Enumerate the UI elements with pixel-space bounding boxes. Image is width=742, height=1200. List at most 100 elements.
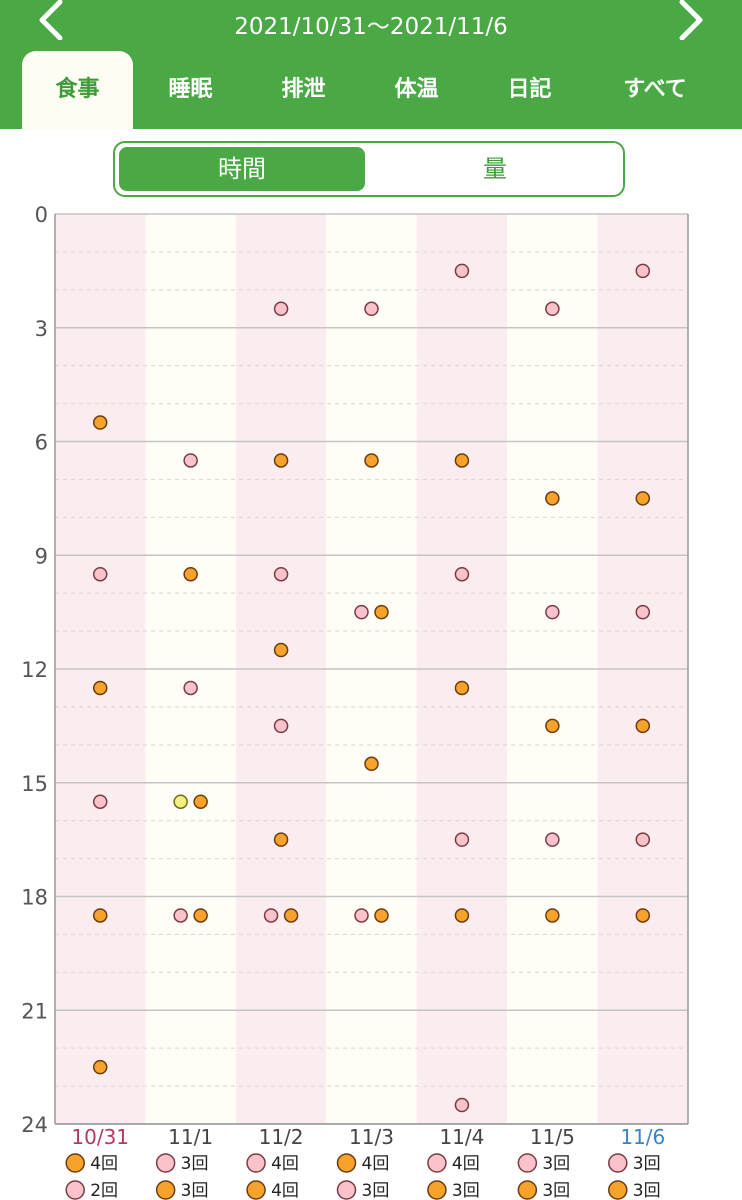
- tab-temperature[interactable]: 体温: [394, 77, 439, 102]
- meal-point-pink[interactable]: [273, 301, 289, 317]
- meal-point-orange[interactable]: [454, 453, 470, 468]
- count-label: 3回: [542, 1181, 570, 1200]
- meal-point-orange[interactable]: [273, 642, 289, 658]
- tab-diary[interactable]: 日記: [507, 77, 552, 102]
- meal-point-orange[interactable]: [193, 794, 208, 809]
- meal-point-pink[interactable]: [635, 263, 651, 279]
- meal-point-pink[interactable]: [454, 1097, 470, 1113]
- time-mode-button[interactable]: 時間: [119, 147, 365, 191]
- meal-point-pink[interactable]: [273, 566, 289, 582]
- count-marker-orange: [246, 1180, 266, 1200]
- count-label: 4回: [362, 1154, 390, 1174]
- meal-point-pink[interactable]: [454, 832, 470, 847]
- count-marker-pink: [336, 1180, 357, 1200]
- count-label: 4回: [271, 1154, 299, 1174]
- y-tick-label: 15: [21, 772, 48, 796]
- meal-point-orange[interactable]: [92, 1059, 108, 1075]
- y-tick-label: 0: [35, 203, 48, 227]
- meal-point-pink[interactable]: [273, 718, 289, 734]
- count-marker-orange: [65, 1153, 85, 1173]
- meal-point-orange[interactable]: [273, 453, 289, 468]
- meal-point-orange[interactable]: [374, 908, 389, 923]
- meal-point-yellow[interactable]: [173, 794, 188, 809]
- y-tick-label: 3: [35, 317, 48, 341]
- count-marker-pink: [517, 1153, 538, 1173]
- meal-point-pink[interactable]: [545, 832, 560, 847]
- count-label: 3回: [181, 1181, 209, 1200]
- meal-point-pink[interactable]: [92, 794, 108, 809]
- count-marker-pink: [427, 1153, 447, 1173]
- meal-point-pink[interactable]: [92, 566, 108, 582]
- day-label: 10/31: [71, 1125, 129, 1149]
- meal-point-pink[interactable]: [635, 604, 651, 620]
- tab-meal[interactable]: 食事: [22, 51, 133, 129]
- view-mode-toggle: 時間 量: [113, 141, 625, 197]
- meal-point-pink[interactable]: [183, 453, 198, 468]
- y-tick-label: 24: [21, 1113, 48, 1137]
- meal-point-orange[interactable]: [92, 908, 108, 923]
- count-label: 2回: [90, 1181, 118, 1200]
- tab-all[interactable]: すべて: [623, 77, 687, 102]
- count-label: 3回: [542, 1154, 570, 1174]
- y-tick-label: 6: [35, 431, 48, 455]
- count-marker-pink: [155, 1153, 176, 1173]
- meal-point-orange[interactable]: [454, 680, 470, 696]
- meal-point-pink[interactable]: [635, 832, 651, 847]
- count-marker-pink: [65, 1180, 85, 1200]
- count-label: 3回: [181, 1154, 209, 1174]
- meal-point-orange[interactable]: [92, 680, 108, 696]
- count-label: 4回: [90, 1154, 118, 1174]
- meal-point-pink[interactable]: [545, 301, 560, 317]
- week-date-range: 2021/10/31～2021/11/6: [234, 14, 508, 40]
- day-label: 11/6: [620, 1125, 665, 1149]
- day-label: 11/4: [439, 1125, 484, 1149]
- day-label: 11/5: [530, 1125, 575, 1149]
- chevron-left-icon[interactable]: [30, 0, 74, 41]
- chevron-right-icon[interactable]: [670, 0, 714, 41]
- category-tabs: 食事 睡眠 排泄 体温 日記 すべて: [0, 51, 742, 129]
- count-label: 3回: [633, 1154, 661, 1174]
- meal-point-orange[interactable]: [273, 832, 289, 847]
- meal-point-pink[interactable]: [183, 680, 198, 696]
- meal-point-orange[interactable]: [545, 491, 560, 506]
- meal-point-orange[interactable]: [364, 453, 379, 468]
- meal-point-orange[interactable]: [364, 756, 379, 772]
- count-label: 3回: [362, 1181, 390, 1200]
- y-tick-label: 21: [21, 999, 48, 1023]
- meal-point-pink[interactable]: [173, 908, 188, 923]
- meal-point-orange[interactable]: [374, 604, 389, 620]
- meal-point-orange[interactable]: [635, 718, 651, 734]
- count-label: 3回: [452, 1181, 480, 1200]
- amount-mode-button[interactable]: 量: [483, 155, 507, 183]
- meal-point-orange[interactable]: [283, 908, 299, 923]
- meal-point-pink[interactable]: [545, 604, 560, 620]
- meal-point-pink[interactable]: [454, 263, 470, 279]
- meal-point-orange[interactable]: [545, 908, 560, 923]
- meal-point-orange[interactable]: [635, 908, 651, 923]
- count-label: 4回: [452, 1154, 480, 1174]
- meal-point-orange[interactable]: [183, 566, 198, 582]
- count-marker-orange: [517, 1180, 538, 1200]
- y-tick-label: 9: [35, 544, 48, 568]
- meal-point-orange[interactable]: [92, 415, 108, 430]
- meal-point-pink[interactable]: [454, 566, 470, 582]
- meal-point-orange[interactable]: [193, 908, 208, 923]
- meal-point-pink[interactable]: [263, 908, 279, 923]
- count-marker-orange: [155, 1180, 176, 1200]
- meal-point-pink[interactable]: [354, 908, 369, 923]
- meal-point-orange[interactable]: [635, 491, 651, 506]
- count-marker-orange: [427, 1180, 447, 1200]
- tab-sleep[interactable]: 睡眠: [168, 77, 213, 102]
- meal-point-pink[interactable]: [354, 604, 369, 620]
- app-header: 2021/10/31～2021/11/6 食事 睡眠 排泄 体温 日記 すべて: [0, 0, 742, 129]
- meal-point-pink[interactable]: [364, 301, 379, 317]
- tab-excretion[interactable]: 排泄: [281, 77, 326, 102]
- count-marker-orange: [608, 1180, 628, 1200]
- meal-point-orange[interactable]: [454, 908, 470, 923]
- count-marker-orange: [336, 1153, 357, 1173]
- y-tick-label: 12: [21, 658, 48, 682]
- count-label: 3回: [633, 1181, 661, 1200]
- count-marker-pink: [608, 1153, 628, 1173]
- meal-point-orange[interactable]: [545, 718, 560, 734]
- day-label: 11/3: [349, 1125, 394, 1149]
